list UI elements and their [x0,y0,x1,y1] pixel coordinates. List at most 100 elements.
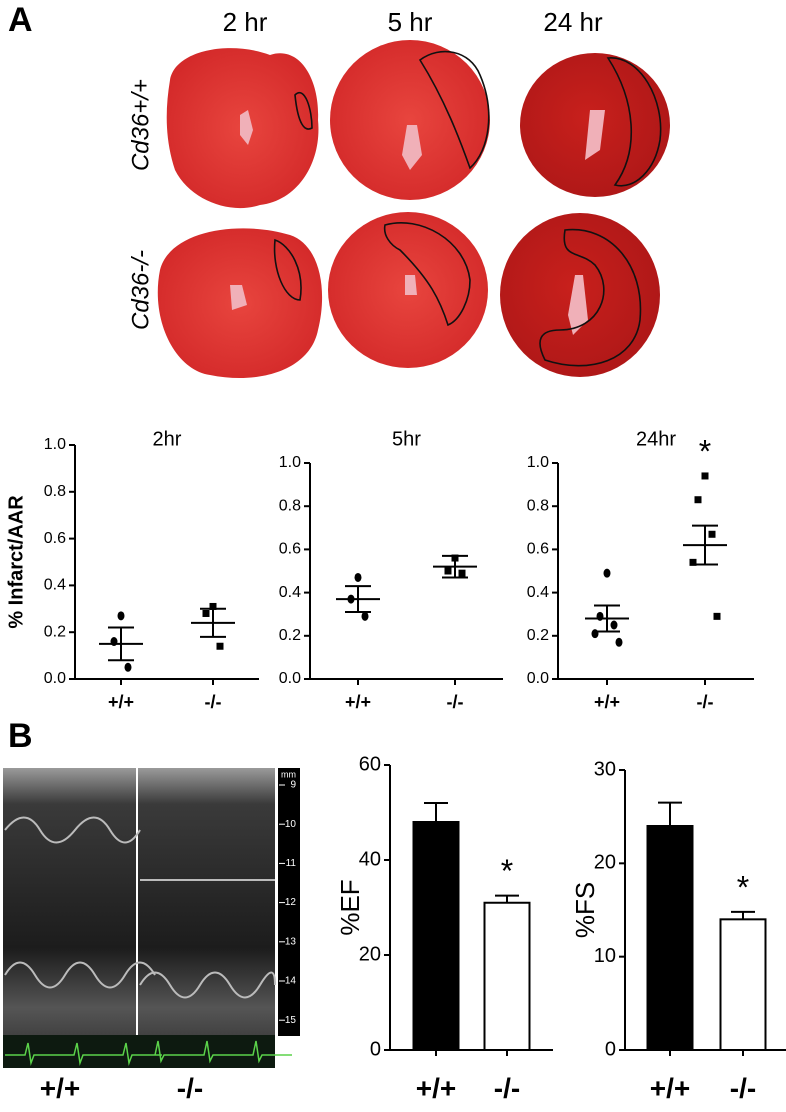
bar [483,901,531,1051]
row-label: Cd36+/+ [127,79,154,171]
data-point [209,602,217,610]
y-axis-label: %FS [570,882,600,938]
scale-tick-label: 15 [285,1015,297,1026]
y-tick-label: 0.4 [44,577,66,594]
bar [412,821,460,1051]
y-tick-label: 0.6 [44,530,66,547]
data-point [202,609,210,617]
data-point [689,558,697,566]
infarct-outline [273,238,302,301]
y-tick-label: 1.0 [44,436,66,453]
scale-ruler [278,768,300,1036]
scale-tick-label: 12 [285,897,297,908]
data-point [361,611,369,621]
y-tick-label: 30 [594,758,616,780]
time-label: 5 hr [388,7,433,37]
scale-tick-label: 9 [290,780,296,791]
y-tick-label: 1.0 [279,454,301,471]
y-tick-label: 0.0 [527,670,549,687]
y-axis-label: %EF [335,879,365,935]
infarct-outline [294,92,313,130]
y-tick-label: 60 [359,753,381,775]
ecg-strip [3,1035,275,1068]
scale-unit: mm [281,769,296,779]
x-tick-label: -/- [447,692,464,712]
data-point [216,642,224,650]
x-tick-label: +/+ [594,692,620,712]
chart-title: 2hr [153,428,182,450]
y-tick-label: 0.2 [279,627,301,644]
data-point [713,612,721,620]
y-tick-label: 0.2 [527,627,549,644]
x-tick-label: -/- [730,1072,756,1103]
y-tick-label: 0.4 [279,584,301,601]
x-tick-label: +/+ [345,692,371,712]
panel-label: A [8,1,33,39]
y-tick-label: 40 [359,848,381,870]
y-tick-label: 0 [605,1038,616,1060]
scale-tick-label: 11 [286,858,297,869]
y-tick-label: 0.2 [44,623,66,640]
data-point [615,637,623,647]
y-tick-label: 20 [359,943,381,965]
data-point [603,568,611,578]
echo-image [3,768,136,1068]
scale-tick-label: 10 [285,819,297,830]
y-tick-label: 0.6 [527,541,549,558]
data-point [701,472,709,480]
data-point [444,567,452,575]
infarct-outline [418,50,490,170]
heart-images [157,40,670,378]
lumen [230,110,605,335]
data-point [354,572,362,582]
infarct-outline [383,222,471,327]
y-tick-label: 0.8 [279,497,301,514]
panel-label: B [8,717,33,755]
time-label: 2 hr [223,7,268,37]
echo-image [138,768,275,1068]
y-tick-label: 10 [594,945,616,967]
y-tick-label: 1.0 [527,454,549,471]
heart-slice [330,40,490,200]
significance-marker: * [699,433,711,469]
echo-trace [4,816,276,999]
data-point [117,611,125,621]
y-tick-label: 0.6 [279,541,301,558]
x-tick-label: -/- [205,692,222,712]
y-tick-label: 0.8 [527,497,549,514]
data-point [124,662,132,672]
infarct-outline [606,57,662,187]
significance-marker: * [501,853,513,889]
y-tick-label: 0.8 [44,483,66,500]
bar [719,918,767,1051]
y-tick-label: 0.0 [279,670,301,687]
echo-label: +/+ [40,1072,80,1103]
x-tick-label: +/+ [108,692,134,712]
y-tick-label: 0.0 [44,670,66,687]
chart-title: 5hr [392,428,421,450]
significance-marker: * [737,869,749,905]
chart-title: 24hr [636,428,676,450]
x-tick-label: -/- [697,692,714,712]
scale-tick-label: 13 [285,936,297,947]
y-axis-label: % Infarct/AAR [5,495,27,629]
y-tick-label: 20 [594,852,616,874]
data-point [458,569,466,577]
echo-images: mm +/+ -/- [3,768,300,1103]
x-tick-label: +/+ [650,1072,690,1103]
x-tick-label: +/+ [416,1072,456,1103]
time-label: 24 hr [543,7,603,37]
x-tick-label: -/- [494,1072,520,1103]
infarct-outline [539,228,642,367]
ecg-trace [5,1040,292,1066]
bar [646,825,694,1051]
data-point [708,530,716,538]
y-tick-label: 0.4 [527,584,549,601]
y-tick-label: 0 [370,1038,381,1060]
row-label: Cd36-/- [127,250,154,330]
data-point [610,620,618,630]
data-point [694,496,702,504]
scale-tick-label: 14 [285,976,297,987]
echo-label: -/- [177,1072,203,1103]
